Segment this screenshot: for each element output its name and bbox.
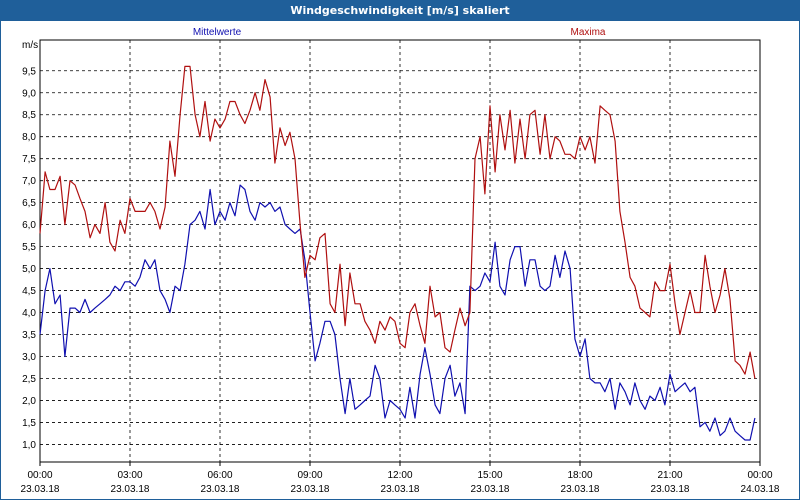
series-layer [39,65,756,441]
y-tick-label: 8,5 [22,110,36,121]
y-tick-label: 5,0 [22,264,36,275]
series-line-maxima [39,65,756,379]
grid-layer [40,40,760,462]
legend-layer: Mittelwerte Maxima [193,27,606,38]
x-tick-date-label: 23.03.18 [111,484,150,495]
x-tick-date-label: 23.03.18 [201,484,240,495]
y-tick-label: 6,0 [22,220,36,231]
x-tick-time-label: 00:00 [747,470,772,481]
series-line-mittelwerte [39,184,756,441]
x-tick-date-label: 24.03.18 [741,484,780,495]
y-tick-label: 9,0 [22,88,36,99]
y-tick-label: 5,5 [22,242,36,253]
x-tick-time-label: 12:00 [387,470,412,481]
x-tick-date-label: 23.03.18 [381,484,420,495]
y-tick-label: 2,0 [22,396,36,407]
x-tick-date-label: 23.03.18 [471,484,510,495]
x-tick-time-label: 03:00 [117,470,142,481]
y-tick-label: 3,0 [22,352,36,363]
y-axis-unit: m/s [22,40,38,51]
x-tick-date-label: 23.03.18 [21,484,60,495]
y-tick-label: 1,5 [22,418,36,429]
x-tick-time-label: 21:00 [657,470,682,481]
y-tick-label: 6,5 [22,198,36,209]
plot-frame [39,39,761,463]
x-tick-time-label: 15:00 [477,470,502,481]
y-tick-label: 7,0 [22,176,36,187]
y-tick-label: 7,5 [22,154,36,165]
y-tick-label: 4,0 [22,308,36,319]
legend-label-mittelwerte: Mittelwerte [193,27,242,38]
chart-title: Windgeschwindigkeit [m/s] skaliert [0,0,800,21]
x-tick-date-label: 23.03.18 [291,484,330,495]
x-tick-date-label: 23.03.18 [651,484,690,495]
y-tick-label: 9,5 [22,66,36,77]
y-tick-label: 4,5 [22,286,36,297]
x-tick-time-label: 09:00 [297,470,322,481]
legend-label-maxima: Maxima [570,27,605,38]
x-tick-time-label: 18:00 [567,470,592,481]
y-tick-label: 2,5 [22,374,36,385]
x-tick-time-label: 00:00 [27,470,52,481]
axis-layer: 1,0 1,5 2,0 2,5 3,0 3,5 4,0 4,5 5,0 5,5 6,0 6,5 7,0 7… [21,39,780,495]
x-tick-date-label: 23.03.18 [561,484,600,495]
y-tick-label: 3,5 [22,330,36,341]
y-tick-label: 8,0 [22,132,36,143]
y-tick-label: 1,0 [22,440,36,451]
x-tick-time-label: 06:00 [207,470,232,481]
